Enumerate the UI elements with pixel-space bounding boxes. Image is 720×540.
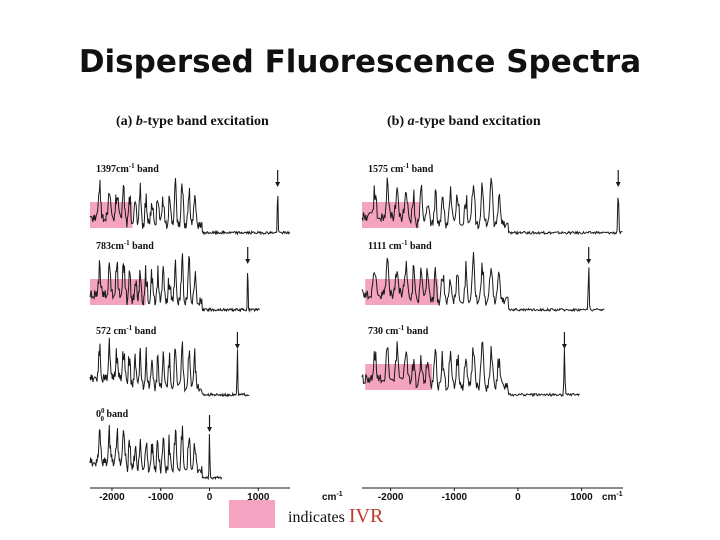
page-title: Dispersed Fluorescence Spectra (78, 44, 642, 80)
panel-a-band-3-arrow-head (207, 427, 213, 432)
panel-a-band-2-arrow-head (234, 344, 240, 349)
panel-a-band-3-label: 00 0 band (96, 407, 129, 423)
panel-a-band-1-trace (89, 253, 260, 313)
panel-a-band-2-trace (89, 337, 250, 398)
panel-a-tick-label-1: -1000 (148, 492, 174, 503)
ivr-legend-text: indicates IVR (288, 505, 383, 528)
panel-b-band-0-trace (361, 177, 623, 236)
panel-a-band-1-arrow-head (245, 259, 251, 264)
panel-a-tick-label-3: 1000 (247, 492, 270, 503)
panel-b-band-2-label: 730 cm-1 band (368, 324, 429, 337)
panel-b-band-1-arrow-head (586, 259, 592, 264)
panel-b-band-0-label: 1575 cm-1 band (368, 162, 434, 175)
ivr-legend-swatch (229, 500, 275, 528)
panel-b-tick-label-0: -2000 (378, 492, 404, 503)
panel-b-x-unit: cm-1 (602, 491, 623, 503)
panel-b-band-1-label: 1111 cm-1 band (368, 239, 432, 252)
panel-b-tick-label-2: 0 (515, 492, 521, 503)
panel-a-x-unit: cm-1 (322, 491, 343, 503)
panel-b-tick-label-1: -1000 (442, 492, 468, 503)
panel-a-band-0-trace (89, 178, 291, 236)
panel-a-band-0-label: 1397cm-1 band (96, 162, 159, 175)
panel-a-band-1-label: 783cm-1 band (96, 239, 154, 252)
panel-b-band-2-arrow-head (561, 344, 567, 349)
panel-a-band-3-trace (89, 424, 223, 481)
panel-b-title: (b) a-type band excitation (387, 114, 541, 129)
panel-a-tick-label-2: 0 (207, 492, 213, 503)
panel-a-band-0-arrow-head (275, 182, 281, 187)
panel-b-band-2-trace (361, 341, 580, 398)
panel-b-band-0-arrow-head (615, 182, 621, 187)
legend-indicates: indicates (288, 509, 345, 526)
panel-a-title: (a) b-type band excitation (116, 114, 269, 129)
panel-b-tick-label-3: 1000 (570, 492, 593, 503)
panel-a-band-2-label: 572 cm-1 band (96, 324, 157, 337)
panel-a-tick-label-0: -2000 (99, 492, 125, 503)
panel-b-band-1-trace (361, 251, 605, 313)
legend-ivr-term: IVR (348, 505, 384, 527)
